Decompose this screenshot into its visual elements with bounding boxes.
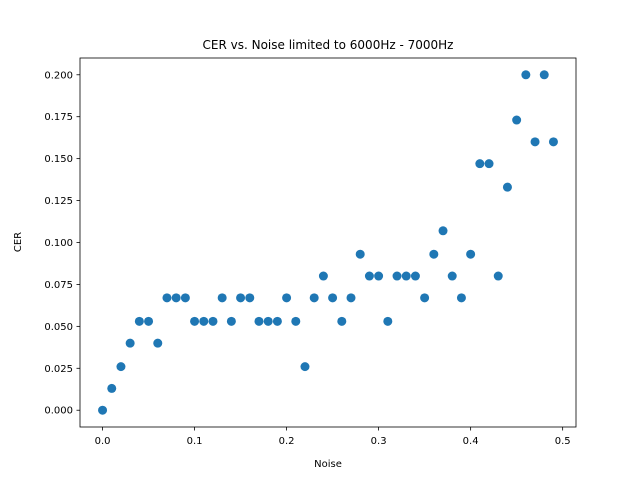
data-point bbox=[392, 271, 402, 281]
y-tick-label: 0.025 bbox=[44, 364, 73, 375]
data-point bbox=[162, 293, 172, 303]
data-point bbox=[318, 271, 328, 281]
x-axis-label: Noise bbox=[314, 459, 342, 470]
data-point bbox=[364, 271, 374, 281]
y-axis: 0.000 0.025 0.050 0.075 0.100 0.125 0.150 0.175… bbox=[44, 70, 80, 417]
data-point bbox=[484, 159, 494, 169]
data-point bbox=[355, 249, 365, 259]
data-point bbox=[512, 115, 522, 125]
data-point bbox=[447, 271, 457, 281]
data-point bbox=[309, 293, 319, 303]
data-point bbox=[466, 249, 476, 259]
data-point bbox=[420, 293, 430, 303]
data-point bbox=[548, 137, 558, 147]
data-point bbox=[493, 271, 503, 281]
y-tick-label: 0.150 bbox=[44, 154, 73, 165]
data-point bbox=[180, 293, 190, 303]
data-point bbox=[190, 316, 200, 326]
data-point bbox=[337, 316, 347, 326]
data-point bbox=[125, 338, 135, 348]
data-point bbox=[272, 316, 282, 326]
x-tick-label: 0.0 bbox=[95, 436, 111, 447]
data-point bbox=[98, 405, 108, 415]
x-tick-label: 0.5 bbox=[555, 436, 571, 447]
chart-title: CER vs. Noise limited to 6000Hz - 7000Hz bbox=[203, 38, 454, 52]
data-point bbox=[254, 316, 264, 326]
data-point bbox=[383, 316, 393, 326]
y-tick-label: 0.175 bbox=[44, 112, 73, 123]
data-point bbox=[502, 182, 512, 192]
y-tick-label: 0.050 bbox=[44, 322, 73, 333]
data-point bbox=[199, 316, 209, 326]
data-point bbox=[429, 249, 439, 259]
data-point bbox=[153, 338, 163, 348]
data-point bbox=[144, 316, 154, 326]
data-point bbox=[401, 271, 411, 281]
data-point bbox=[116, 362, 126, 372]
x-axis: 0.0 0.1 0.2 0.3 0.4 0.5 bbox=[95, 427, 571, 447]
data-point bbox=[346, 293, 356, 303]
data-point bbox=[530, 137, 540, 147]
data-point bbox=[282, 293, 292, 303]
data-point bbox=[236, 293, 246, 303]
data-point bbox=[226, 316, 236, 326]
x-tick-label: 0.2 bbox=[279, 436, 295, 447]
data-point bbox=[300, 362, 310, 372]
y-tick-label: 0.000 bbox=[44, 406, 73, 417]
data-point bbox=[171, 293, 181, 303]
data-point bbox=[291, 316, 301, 326]
data-point bbox=[245, 293, 255, 303]
x-tick-label: 0.4 bbox=[463, 436, 479, 447]
data-point bbox=[410, 271, 420, 281]
data-point bbox=[208, 316, 218, 326]
y-tick-label: 0.125 bbox=[44, 196, 73, 207]
y-tick-label: 0.075 bbox=[44, 280, 73, 291]
data-point bbox=[438, 226, 448, 236]
x-tick-label: 0.3 bbox=[371, 436, 387, 447]
data-point bbox=[107, 383, 117, 393]
data-point bbox=[475, 159, 485, 169]
data-point bbox=[263, 316, 273, 326]
data-point bbox=[217, 293, 227, 303]
data-point bbox=[456, 293, 466, 303]
data-point bbox=[328, 293, 338, 303]
y-axis-label: CER bbox=[13, 232, 24, 252]
y-tick-label: 0.200 bbox=[44, 70, 73, 81]
y-tick-label: 0.100 bbox=[44, 238, 73, 249]
data-point bbox=[521, 70, 531, 80]
data-points bbox=[98, 70, 558, 415]
x-tick-label: 0.1 bbox=[187, 436, 203, 447]
data-point bbox=[374, 271, 384, 281]
data-point bbox=[134, 316, 144, 326]
data-point bbox=[539, 70, 549, 80]
